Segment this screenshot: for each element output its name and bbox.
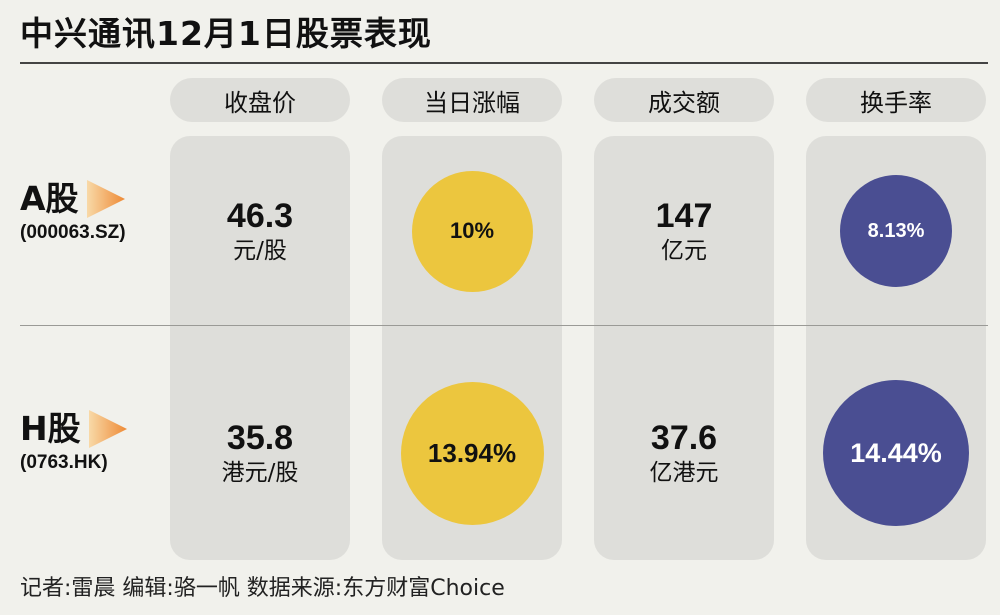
row-divider bbox=[20, 325, 988, 326]
h-close-unit: 港元/股 bbox=[221, 460, 299, 486]
chart-title: 中兴通讯12月1日股票表现 bbox=[20, 14, 432, 53]
cell-a-daily-change: 10% bbox=[382, 136, 562, 326]
a-share-code: (000063.SZ) bbox=[20, 222, 126, 243]
column-header-daily-change: 当日涨幅 bbox=[382, 78, 562, 122]
a-turnover-value: 147 bbox=[655, 197, 713, 235]
column-daily-change: 10% 13.94% bbox=[382, 136, 562, 560]
cell-h-daily-change: 13.94% bbox=[382, 346, 562, 560]
cell-a-turnover-amount: 147 亿元 bbox=[594, 136, 774, 326]
h-share-code: (0763.HK) bbox=[20, 452, 108, 473]
a-close-unit: 元/股 bbox=[233, 238, 287, 264]
column-header-close-price: 收盘价 bbox=[170, 78, 350, 122]
cell-a-turnover-rate: 8.13% bbox=[806, 136, 986, 326]
cell-h-turnover-rate: 14.44% bbox=[806, 346, 986, 560]
h-share-name: H股 bbox=[20, 409, 81, 448]
h-turnover-value: 37.6 bbox=[650, 419, 718, 457]
h-change-bubble: 13.94% bbox=[400, 381, 544, 525]
column-turnover-amount: 147 亿元 37.6 亿港元 bbox=[594, 136, 774, 560]
a-rate-label: 8.13% bbox=[867, 219, 925, 242]
h-close-value: 35.8 bbox=[226, 419, 294, 457]
column-header-turnover-rate: 换手率 bbox=[806, 78, 986, 122]
h-rate-label: 14.44% bbox=[850, 437, 942, 468]
column-close-price: 46.3 元/股 35.8 港元/股 bbox=[170, 136, 350, 560]
footer-credits: 记者:雷晨 编辑:骆一帆 数据来源:东方财富Choice bbox=[20, 576, 505, 601]
h-change-label: 13.94% bbox=[427, 437, 517, 468]
arrow-right-icon bbox=[86, 180, 125, 218]
a-close-value: 46.3 bbox=[226, 197, 294, 235]
cell-h-close-price: 35.8 港元/股 bbox=[170, 346, 350, 560]
title-underline bbox=[20, 62, 988, 64]
h-rate-bubble: 14.44% bbox=[823, 380, 969, 526]
a-change-bubble: 10% bbox=[411, 170, 533, 292]
row-label-a: A股 (000063.SZ) bbox=[20, 178, 127, 244]
column-header-turnover-amount: 成交额 bbox=[594, 78, 774, 122]
h-turnover-unit: 亿港元 bbox=[649, 460, 719, 486]
a-change-label: 10% bbox=[449, 218, 495, 243]
cell-h-turnover-amount: 37.6 亿港元 bbox=[594, 346, 774, 560]
row-label-h: H股 (0763.HK) bbox=[20, 408, 129, 474]
a-turnover-unit: 亿元 bbox=[661, 238, 707, 264]
arrow-right-icon bbox=[88, 410, 127, 448]
column-turnover-rate: 8.13% 14.44% bbox=[806, 136, 986, 560]
a-rate-bubble: 8.13% bbox=[840, 175, 952, 287]
a-share-name: A股 bbox=[20, 179, 79, 218]
cell-a-close-price: 46.3 元/股 bbox=[170, 136, 350, 326]
